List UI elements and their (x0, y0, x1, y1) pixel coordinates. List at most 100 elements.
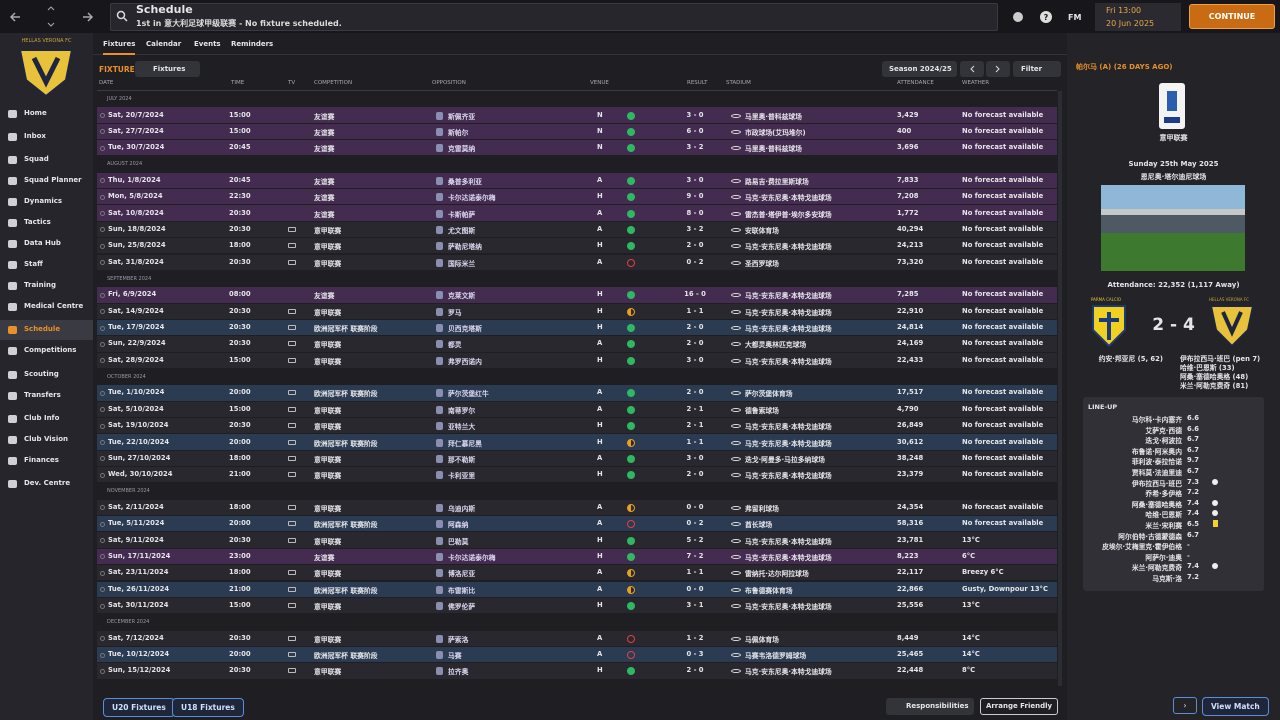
fixture-row[interactable] (97, 630, 1057, 646)
column-header[interactable]: VENUE (590, 80, 609, 86)
player-name[interactable]: 艾萨克·西德 (1145, 426, 1182, 435)
fixture-row[interactable] (97, 107, 1057, 123)
nav-item[interactable]: Scouting (24, 370, 59, 378)
row-check[interactable] (100, 178, 105, 184)
view-match-button[interactable]: View Match (1202, 697, 1269, 716)
fixture-row[interactable] (97, 189, 1057, 205)
filter-button[interactable]: Filter (1013, 61, 1061, 77)
fixture-row[interactable] (97, 254, 1057, 270)
player-name[interactable]: 贾科莫·法迪里迪 (1131, 469, 1182, 477)
arrange-friendly-button[interactable]: Arrange Friendly (980, 698, 1058, 715)
tab[interactable]: Reminders (231, 40, 274, 48)
fixture-row[interactable] (97, 434, 1057, 450)
player-name[interactable]: 乔希·多伊格 (1145, 490, 1182, 499)
row-check[interactable] (100, 668, 105, 674)
row-check[interactable] (100, 472, 105, 478)
fixture-row[interactable] (97, 581, 1057, 597)
fm-logo[interactable]: FM (1068, 13, 1082, 22)
nav-item[interactable]: Training (24, 281, 56, 289)
fixture-row[interactable] (97, 418, 1057, 434)
column-header[interactable]: COMPETITION (314, 80, 353, 86)
player-name[interactable]: 菲利波·泰拉恰诺 (1131, 458, 1182, 467)
tab[interactable]: Fixtures (103, 40, 136, 55)
row-check[interactable] (100, 194, 105, 200)
row-check[interactable] (100, 603, 105, 609)
player-name[interactable]: 阿桑·塞德哈奥格 (1131, 500, 1182, 509)
player-name[interactable]: 米兰·阿勒克费奇 (1131, 564, 1182, 573)
column-header[interactable]: TIME (231, 80, 245, 86)
tab[interactable]: Calendar (146, 40, 182, 48)
player-name[interactable]: 布鲁诺·阿米奥内 (1131, 447, 1182, 456)
row-check[interactable] (100, 325, 105, 331)
row-check[interactable] (100, 358, 105, 364)
row-check[interactable] (100, 440, 105, 446)
fixture-row[interactable] (97, 221, 1057, 238)
row-check[interactable] (100, 652, 105, 658)
row-check[interactable] (100, 309, 105, 315)
nav-item[interactable]: Tactics (24, 218, 51, 226)
column-header[interactable]: WEATHER (962, 80, 990, 86)
search-box[interactable] (110, 3, 998, 31)
tab[interactable]: Events (194, 40, 221, 48)
nav-item[interactable]: Medical Centre (24, 302, 84, 310)
nav-item[interactable]: Squad Planner (24, 176, 82, 184)
nav-item[interactable]: Staff (24, 260, 43, 268)
row-check[interactable] (100, 505, 105, 511)
fixture-row[interactable] (97, 123, 1057, 140)
player-name[interactable]: 皮埃尔·艾梅里克·霍伊伯格 (1102, 543, 1182, 552)
u20-button[interactable]: U20 Fixtures (103, 698, 175, 717)
nav-arrows[interactable] (0, 0, 100, 33)
fixture-row[interactable] (97, 646, 1057, 663)
nav-item[interactable]: Dynamics (24, 197, 63, 205)
row-check[interactable] (100, 587, 105, 593)
row-check[interactable] (100, 407, 105, 413)
player-name[interactable]: 迭戈·柯波拉 (1145, 437, 1182, 446)
fixture-row[interactable] (97, 140, 1057, 156)
row-check[interactable] (100, 636, 105, 642)
season-arrows[interactable] (960, 61, 1010, 77)
view-dropdown[interactable]: Fixtures (135, 61, 200, 77)
nav-item[interactable]: Competitions (24, 346, 77, 354)
row-check[interactable] (100, 243, 105, 249)
player-name[interactable]: 哈维·巴恩斯 (1145, 511, 1182, 520)
responsibilities-button[interactable]: Responsibilities (886, 698, 974, 715)
fixture-row[interactable] (97, 565, 1057, 581)
fixture-row[interactable] (97, 303, 1057, 319)
row-check[interactable] (100, 521, 105, 527)
player-name[interactable]: 米兰·宋利赛 (1145, 522, 1182, 530)
fixture-row[interactable] (97, 385, 1057, 401)
nav-item[interactable]: Squad (24, 155, 49, 163)
player-name[interactable]: 伊布拉西马·班巴 (1131, 479, 1182, 488)
top-icons[interactable]: ? (1010, 10, 1060, 24)
fixture-row[interactable] (97, 336, 1057, 352)
u18-button[interactable]: U18 Fixtures (172, 698, 244, 717)
fixture-row[interactable] (97, 287, 1057, 303)
nav-item[interactable]: Club Vision (24, 435, 69, 443)
fixture-row[interactable] (97, 516, 1057, 532)
row-check[interactable] (100, 570, 105, 576)
scrollbar[interactable] (1058, 91, 1062, 686)
row-check[interactable] (100, 292, 105, 298)
row-check[interactable] (100, 554, 105, 560)
fixture-row[interactable] (97, 401, 1057, 417)
row-check[interactable] (100, 341, 105, 347)
row-check[interactable] (100, 129, 105, 135)
nav-item[interactable]: Transfers (24, 391, 61, 399)
column-header[interactable]: TV (288, 80, 296, 86)
fixture-row[interactable] (97, 532, 1057, 548)
fixture-row[interactable] (97, 352, 1057, 368)
column-header[interactable]: DATE (99, 80, 114, 86)
fixture-row[interactable] (97, 319, 1057, 336)
column-header[interactable]: ATTENDANCE (897, 80, 934, 86)
nav-item[interactable]: Home (24, 109, 47, 117)
fixture-row[interactable] (97, 205, 1057, 221)
column-header[interactable]: RESULT (687, 80, 708, 86)
player-name[interactable]: 马克斯·洛 (1152, 575, 1182, 583)
row-check[interactable] (100, 423, 105, 429)
player-name[interactable]: 马尔科·卡内塞齐 (1131, 416, 1182, 424)
fixture-row[interactable] (97, 499, 1057, 516)
nav-item[interactable]: Club Info (24, 414, 60, 422)
nav-item[interactable]: Inbox (24, 132, 46, 140)
column-header[interactable]: OPPOSITION (432, 80, 466, 86)
fixture-row[interactable] (97, 172, 1057, 189)
